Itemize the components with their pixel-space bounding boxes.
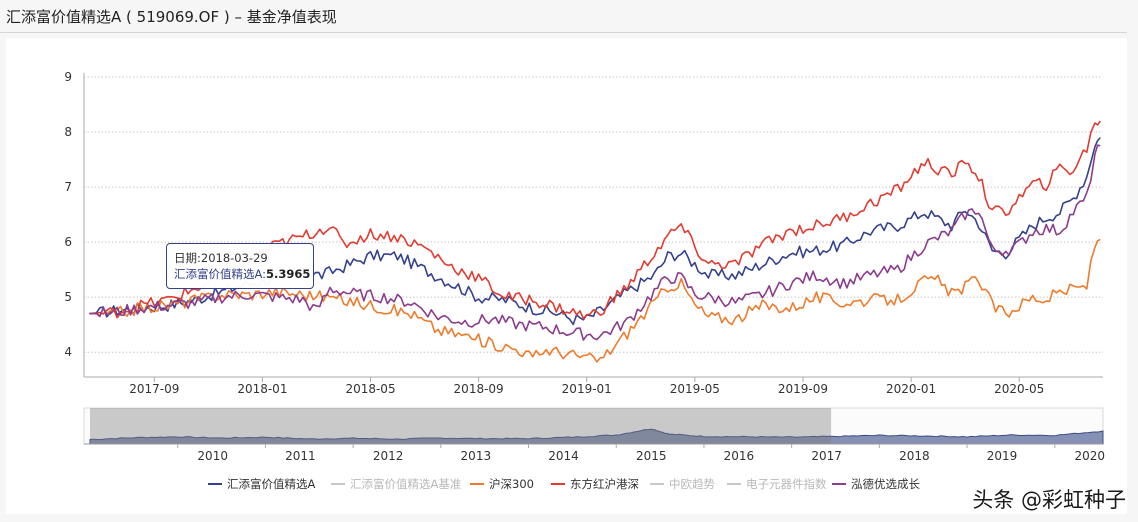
tooltip: 日期:2018-03-29 汇添富价值精选A:5.3965 <box>166 243 314 289</box>
tooltip-date-label: 日期: <box>174 251 201 265</box>
navigator-axis: 2010 2011 2012 2013 2014 2015 2016 2017 2018 2019… <box>177 444 1105 463</box>
title-bar: 汇添富价值精选A ( 519069.OF ) – 基金净值表现 <box>0 0 1127 33</box>
series-line-6 <box>89 144 1101 341</box>
y-tick-label: 8 <box>64 125 72 139</box>
legend-label: 汇添富价值精选A <box>227 477 315 491</box>
legend-item-3: 东方红沪港深 <box>551 477 639 491</box>
legend-label: 泓德优选成长 <box>851 477 920 491</box>
navigator-tick-label: 2020 <box>1074 449 1105 463</box>
navigator-selection <box>90 408 832 444</box>
navigator-area <box>89 428 1104 445</box>
page-title: 汇添富价值精选A ( 519069.OF ) – 基金净值表现 <box>6 8 337 26</box>
x-tick-label: 2018-05 <box>345 382 395 396</box>
legend-item-0: 汇添富价值精选A <box>208 477 315 491</box>
legend-item-4: 中欧趋势 <box>650 477 715 491</box>
tooltip-value: 5.3965 <box>266 267 311 281</box>
legend-label: 东方红沪港深 <box>570 477 639 491</box>
legend-label: 汇添富价值精选A基准 <box>350 477 461 491</box>
legend-item-6: 泓德优选成长 <box>832 477 920 491</box>
x-tick-label: 2019-01 <box>562 382 612 396</box>
legend-label: 沪深300 <box>489 477 534 491</box>
x-tick-label: 2017-09 <box>129 382 179 396</box>
navigator-tick-label: 2016 <box>724 449 755 463</box>
navigator-tick-label: 2018 <box>899 449 930 463</box>
navigator-tick-label: 2017 <box>811 449 842 463</box>
legend-label: 电子元器件指数 <box>746 477 827 491</box>
y-tick-label: 6 <box>64 235 72 249</box>
grid-lines <box>83 73 1103 378</box>
legend-label: 中欧趋势 <box>669 477 715 491</box>
navigator-tick-label: 2010 <box>197 449 228 463</box>
series-lines[interactable] <box>89 120 1101 363</box>
y-axis: 4 5 6 7 8 9 <box>64 70 72 359</box>
watermark: 头条 @彩虹种子 <box>972 488 1126 512</box>
y-tick-label: 7 <box>64 180 72 194</box>
x-axis: 2017-09 2018-01 2018-05 2018-09 2019-01 2019-… <box>129 377 1044 396</box>
y-tick-label: 4 <box>64 345 72 359</box>
x-tick-label: 2020-01 <box>886 382 936 396</box>
x-tick-label: 2018-01 <box>237 382 287 396</box>
series-line-2 <box>89 238 1101 363</box>
x-tick-label: 2019-05 <box>670 382 720 396</box>
legend[interactable]: 汇添富价值精选A 汇添富价值精选A基准 沪深300 东方红沪港深 中欧趋势 电子元器件指数… <box>208 477 920 491</box>
x-tick-label: 2018-09 <box>454 382 504 396</box>
navigator-tick-label: 2011 <box>285 449 316 463</box>
y-tick-label: 5 <box>64 290 72 304</box>
series-line-3 <box>89 120 1101 320</box>
navigator[interactable] <box>83 407 1104 445</box>
navigator-tick-label: 2019 <box>987 449 1018 463</box>
x-tick-label: 2019-09 <box>778 382 828 396</box>
legend-item-1: 汇添富价值精选A基准 <box>331 477 461 491</box>
tooltip-date-value: 2018-03-29 <box>200 251 268 265</box>
navigator-tick-label: 2014 <box>548 449 579 463</box>
navigator-tick-label: 2012 <box>373 449 404 463</box>
navigator-tick-label: 2013 <box>461 449 492 463</box>
tooltip-series-label: 汇添富价值精选A: <box>174 267 267 281</box>
legend-item-5: 电子元器件指数 <box>727 477 827 491</box>
navigator-tick-label: 2015 <box>636 449 667 463</box>
legend-item-2: 沪深300 <box>470 477 534 491</box>
x-tick-label: 2020-05 <box>994 382 1044 396</box>
y-tick-label: 9 <box>64 70 72 84</box>
